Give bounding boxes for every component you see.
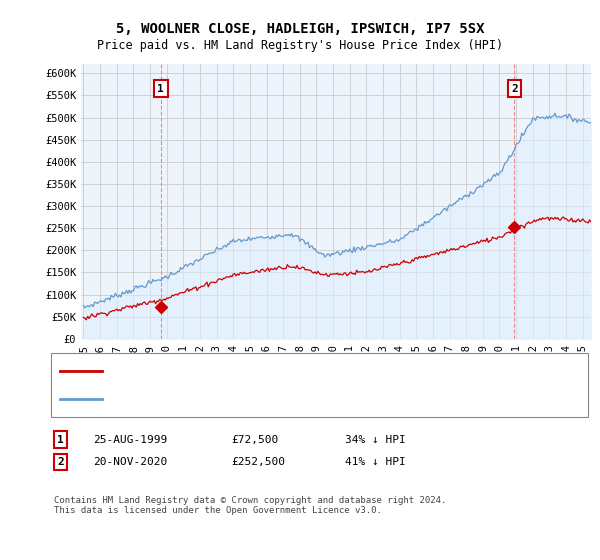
- Text: 34% ↓ HPI: 34% ↓ HPI: [345, 435, 406, 445]
- Text: HPI: Average price, detached house, Babergh: HPI: Average price, detached house, Babe…: [108, 394, 366, 404]
- Text: 1: 1: [57, 435, 64, 445]
- Text: 20-NOV-2020: 20-NOV-2020: [93, 457, 167, 467]
- Text: 5, WOOLNER CLOSE, HADLEIGH, IPSWICH, IP7 5SX: 5, WOOLNER CLOSE, HADLEIGH, IPSWICH, IP7…: [116, 22, 484, 36]
- Text: 25-AUG-1999: 25-AUG-1999: [93, 435, 167, 445]
- Text: 1: 1: [157, 84, 164, 94]
- Text: £252,500: £252,500: [231, 457, 285, 467]
- Text: 41% ↓ HPI: 41% ↓ HPI: [345, 457, 406, 467]
- Text: Price paid vs. HM Land Registry's House Price Index (HPI): Price paid vs. HM Land Registry's House …: [97, 39, 503, 52]
- Text: 2: 2: [57, 457, 64, 467]
- Text: Contains HM Land Registry data © Crown copyright and database right 2024.
This d: Contains HM Land Registry data © Crown c…: [54, 496, 446, 515]
- Text: £72,500: £72,500: [231, 435, 278, 445]
- Text: 2: 2: [511, 84, 518, 94]
- Text: 5, WOOLNER CLOSE, HADLEIGH, IPSWICH, IP7 5SX (detached house): 5, WOOLNER CLOSE, HADLEIGH, IPSWICH, IP7…: [108, 366, 474, 376]
